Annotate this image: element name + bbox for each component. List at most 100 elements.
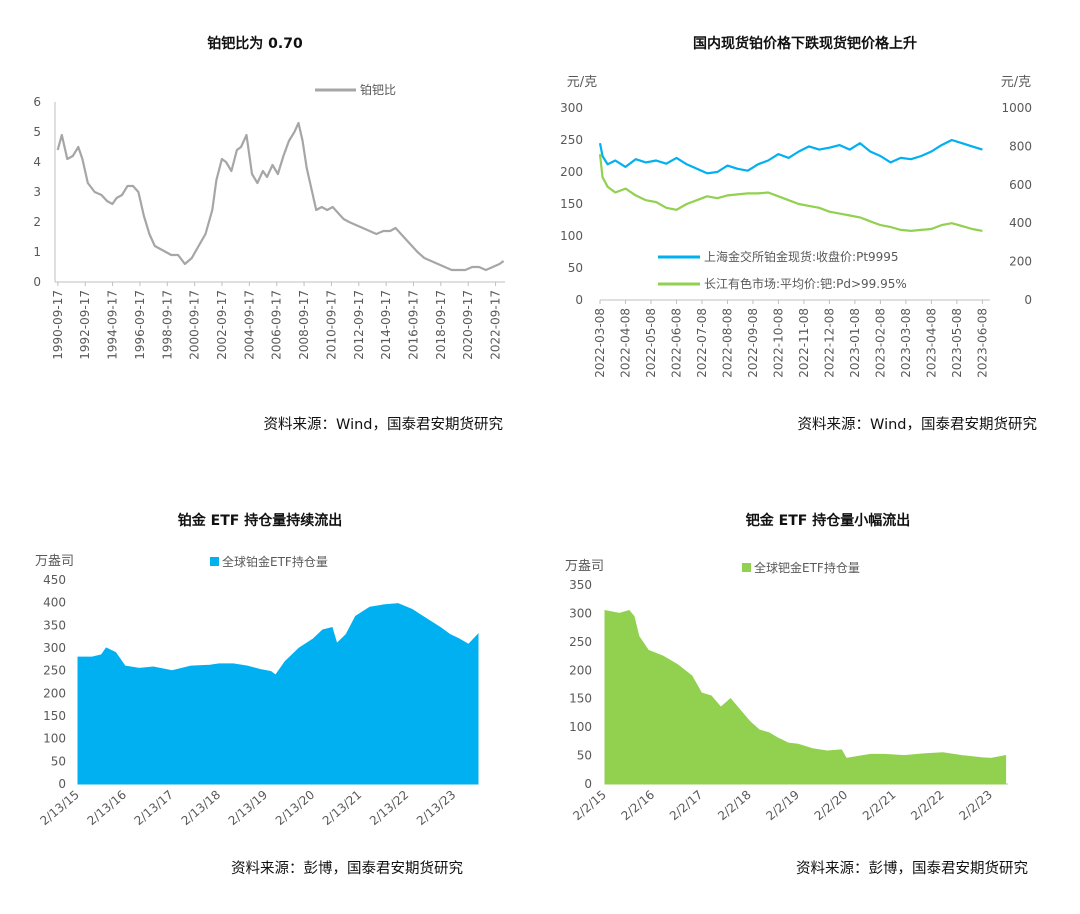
x-tick-label: 2022-07-08 (695, 308, 709, 378)
y-tick-label: 0 (58, 777, 66, 791)
source-note: 资料来源：Wind，国泰君安期货研究 (264, 416, 503, 433)
y-right-tick-label: 600 (1009, 178, 1032, 192)
source-note: 资料来源：Wind，国泰君安期货研究 (798, 416, 1037, 433)
y-tick-label: 5 (33, 125, 41, 139)
x-tick-label: 2016-09-17 (406, 290, 420, 360)
y-tick-label: 100 (569, 720, 592, 734)
x-tick-label: 2022-03-08 (593, 308, 607, 378)
y-tick-label: 450 (43, 573, 66, 587)
source-note: 资料来源：彭博，国泰君安期货研究 (231, 860, 463, 877)
chart-title: 铂金 ETF 持仓量持续流出 (178, 512, 342, 529)
x-tick-label: 2/13/18 (179, 788, 223, 828)
series-line-pt-spot (598, 138, 983, 175)
x-tick-label: 2022-06-08 (669, 308, 683, 378)
x-tick-label: 2004-09-17 (242, 290, 256, 360)
series-area (604, 609, 1007, 785)
x-tick-label: 1992-09-17 (78, 290, 92, 360)
x-tick-label: 2023-06-08 (975, 308, 989, 378)
x-tick-label: 2/2/15 (570, 788, 609, 824)
chart-panel-pt-etf: 铂金 ETF 持仓量持续流出 万盎司 全球铂金ETF持仓量 0 50 100 150 2… (0, 455, 540, 910)
x-tick-label: 2022-08-08 (720, 308, 734, 378)
x-tick-label: 2014-09-17 (379, 290, 393, 360)
y-tick-label: 3 (33, 185, 41, 199)
y-tick-label: 150 (569, 692, 592, 706)
y-left-tick-label: 50 (568, 261, 583, 275)
x-tick-label: 2/2/18 (715, 788, 754, 824)
legend-swatch (742, 563, 751, 572)
x-tick-label: 2/2/23 (956, 788, 995, 824)
chart-pd-etf: 钯金 ETF 持仓量小幅流出 万盎司 全球钯金ETF持仓量 0 50 100 150 2… (565, 512, 1028, 877)
y-left-tick-label: 250 (560, 133, 583, 147)
x-tick-label: 2020-09-17 (461, 290, 475, 360)
x-tick-label: 2023-03-08 (899, 308, 913, 378)
chart-pt-pd-ratio: 铂钯比为 0.70 铂钯比 0 1 2 3 4 5 6 1990-09-17 1992-09-1… (33, 35, 505, 433)
y-tick-label: 350 (43, 618, 66, 632)
x-tick-label: 2/13/15 (37, 788, 81, 828)
x-tick-label: 2022-09-17 (489, 290, 503, 360)
x-tick-label: 2012-09-17 (352, 290, 366, 360)
x-tick-label: 2022-11-08 (797, 308, 811, 378)
x-tick-label: 2000-09-17 (188, 290, 202, 360)
y-tick-label: 400 (43, 596, 66, 610)
x-tick-label: 2006-09-17 (270, 290, 284, 360)
x-tick-label: 2018-09-17 (434, 290, 448, 360)
series-line-pd-spot (598, 153, 983, 232)
series-line-pt-pd-ratio (56, 121, 505, 272)
x-tick-label: 1996-09-17 (133, 290, 147, 360)
x-tick-label: 2008-09-17 (297, 290, 311, 360)
x-tick-label: 2/2/21 (860, 788, 899, 824)
series-area (77, 603, 479, 785)
x-tick-label: 2010-09-17 (324, 290, 338, 360)
y-tick-label: 200 (569, 663, 592, 677)
y-right-tick-label: 1000 (1001, 101, 1032, 115)
legend-label: 全球铂金ETF持仓量 (222, 554, 328, 569)
y-tick-label: 100 (43, 732, 66, 746)
y-tick-label: 0 (584, 777, 592, 791)
y-tick-label: 350 (569, 578, 592, 592)
legend-swatch (210, 557, 219, 566)
x-tick-label: 2023-04-08 (924, 308, 938, 378)
chart-pt-etf: 铂金 ETF 持仓量持续流出 万盎司 全球铂金ETF持仓量 0 50 100 150 2… (35, 512, 479, 877)
y-tick-label: 300 (569, 606, 592, 620)
chart-panel-spot-prices: 国内现货铂价格下跌现货钯价格上升 元/克 元/克 上海金交所铂金现货:收盘价:P… (540, 0, 1080, 455)
y-tick-label: 50 (51, 754, 66, 768)
x-tick-label: 2022-12-08 (822, 308, 836, 378)
y-tick-label: 50 (577, 749, 592, 763)
y-tick-label: 200 (43, 686, 66, 700)
y-left-tick-label: 0 (575, 293, 583, 307)
x-tick-label: 2/2/22 (908, 788, 947, 824)
legend-label-pd: 长江有色市场:平均价:钯:Pd>99.95% (704, 276, 907, 291)
x-tick-label: 2022-09-08 (746, 308, 760, 378)
legend-label: 铂钯比 (360, 82, 396, 97)
x-tick-label: 2/2/20 (812, 788, 851, 824)
x-tick-label: 2002-09-17 (215, 290, 229, 360)
x-tick-label: 2022-10-08 (771, 308, 785, 378)
x-tick-label: 2/2/19 (763, 788, 802, 824)
x-tick-label: 2023-05-08 (950, 308, 964, 378)
y-tick-label: 300 (43, 641, 66, 655)
x-tick-label: 2/13/20 (273, 788, 317, 828)
y-left-tick-label: 150 (560, 197, 583, 211)
x-tick-label: 2/13/19 (226, 788, 270, 828)
y-tick-label: 250 (43, 664, 66, 678)
source-note: 资料来源：彭博，国泰君安期货研究 (796, 860, 1028, 877)
x-tick-label: 1990-09-17 (51, 290, 65, 360)
x-tick-label: 2/13/23 (414, 788, 458, 828)
y-tick-label: 150 (43, 709, 66, 723)
chart-spot-prices: 国内现货铂价格下跌现货钯价格上升 元/克 元/克 上海金交所铂金现货:收盘价:P… (560, 35, 1037, 433)
x-tick-label: 2023-01-08 (848, 308, 862, 378)
y-tick-label: 0 (33, 275, 41, 289)
y-right-tick-label: 0 (1024, 293, 1032, 307)
x-tick-label: 1994-09-17 (106, 290, 120, 360)
y-right-tick-label: 400 (1009, 216, 1032, 230)
chart-title: 国内现货铂价格下跌现货钯价格上升 (693, 35, 917, 52)
chart-title: 铂钯比为 0.70 (207, 35, 303, 52)
y-right-tick-label: 200 (1009, 255, 1032, 269)
x-tick-label: 2022-04-08 (618, 308, 632, 378)
left-axis-unit: 元/克 (567, 75, 597, 90)
y-left-tick-label: 200 (560, 165, 583, 179)
y-tick-label: 2 (33, 215, 41, 229)
legend-label: 全球钯金ETF持仓量 (754, 560, 860, 575)
x-tick-label: 2/2/16 (619, 788, 658, 824)
y-left-tick-label: 300 (560, 101, 583, 115)
